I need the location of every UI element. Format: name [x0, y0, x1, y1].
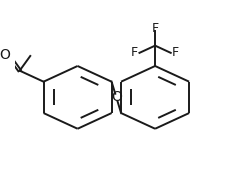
Text: O: O [110, 90, 121, 103]
Text: F: F [171, 46, 178, 59]
Text: F: F [151, 22, 158, 35]
Text: O: O [0, 48, 10, 62]
Text: F: F [131, 46, 138, 59]
